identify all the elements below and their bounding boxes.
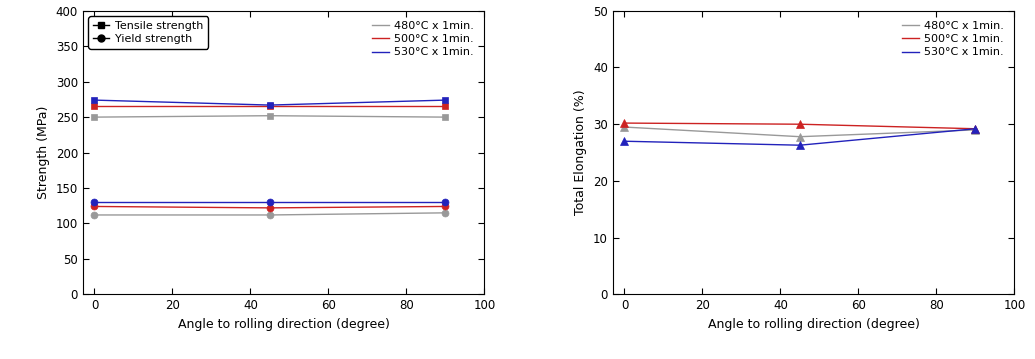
X-axis label: Angle to rolling direction (degree): Angle to rolling direction (degree) [708, 318, 919, 331]
Y-axis label: Strength (MPa): Strength (MPa) [37, 106, 50, 199]
X-axis label: Angle to rolling direction (degree): Angle to rolling direction (degree) [178, 318, 389, 331]
Legend: 480°C x 1min., 500°C x 1min., 530°C x 1min.: 480°C x 1min., 500°C x 1min., 530°C x 1m… [367, 16, 479, 62]
Legend: 480°C x 1min., 500°C x 1min., 530°C x 1min.: 480°C x 1min., 500°C x 1min., 530°C x 1m… [897, 16, 1009, 62]
Y-axis label: Total Elongation (%): Total Elongation (%) [574, 90, 588, 215]
